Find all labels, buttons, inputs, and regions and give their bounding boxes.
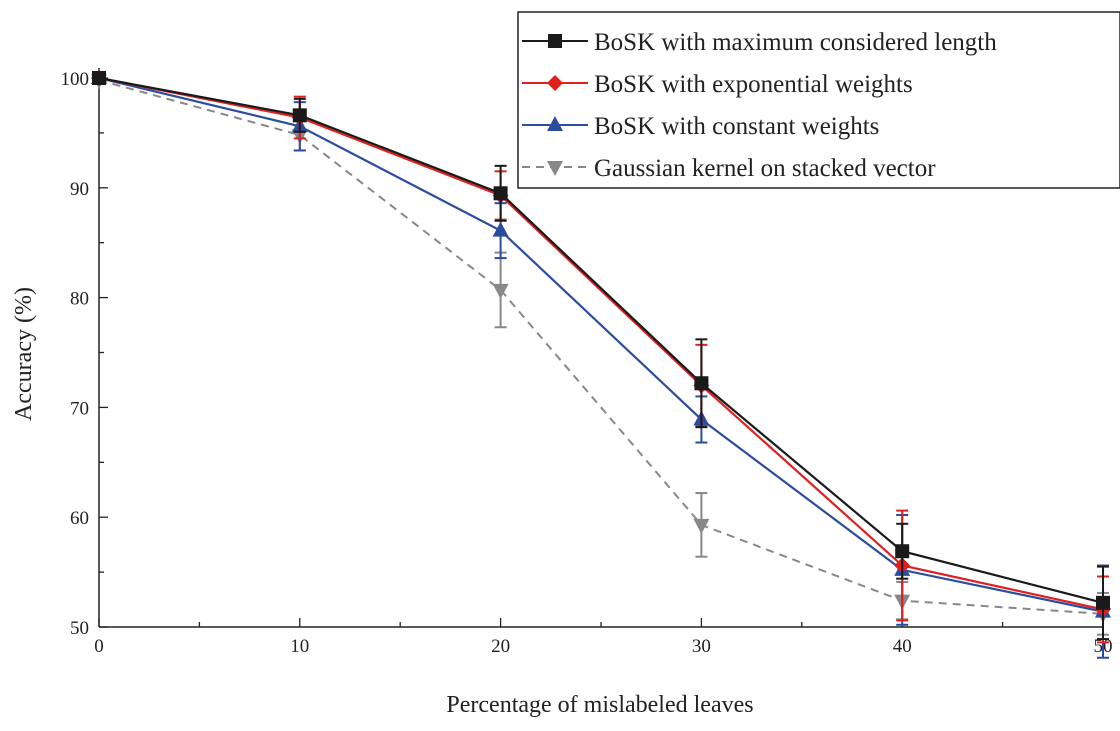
x-tick-label: 10 <box>290 636 309 657</box>
data-point <box>92 71 106 85</box>
y-tick-label: 80 <box>70 289 89 310</box>
x-tick-label: 40 <box>893 636 912 657</box>
data-point <box>694 376 708 390</box>
legend-label: BoSK with maximum considered length <box>594 29 997 56</box>
data-point <box>1096 596 1110 610</box>
data-point <box>493 284 509 299</box>
data-point <box>494 186 508 200</box>
y-tick-label: 100 <box>61 69 90 90</box>
y-tick-label: 50 <box>70 618 89 639</box>
y-tick-label: 60 <box>70 508 89 529</box>
x-tick-label: 30 <box>692 636 711 657</box>
legend: BoSK with maximum considered length BoSK … <box>518 12 1120 188</box>
legend-label: BoSK with constant weights <box>594 113 879 140</box>
data-point <box>895 544 909 558</box>
y-tick-label: 70 <box>70 398 89 419</box>
x-tick-label: 20 <box>491 636 510 657</box>
legend-marker <box>548 34 562 48</box>
legend-label: Gaussian kernel on stacked vector <box>594 155 936 182</box>
y-axis-title: Accuracy (%) <box>11 287 37 421</box>
legend-label: BoSK with exponential weights <box>594 71 913 98</box>
x-tick-label: 0 <box>94 636 104 657</box>
data-point <box>293 108 307 122</box>
data-point <box>493 222 509 237</box>
y-tick-label: 90 <box>70 179 89 200</box>
x-axis-title: Percentage of mislabeled leaves <box>446 692 753 718</box>
